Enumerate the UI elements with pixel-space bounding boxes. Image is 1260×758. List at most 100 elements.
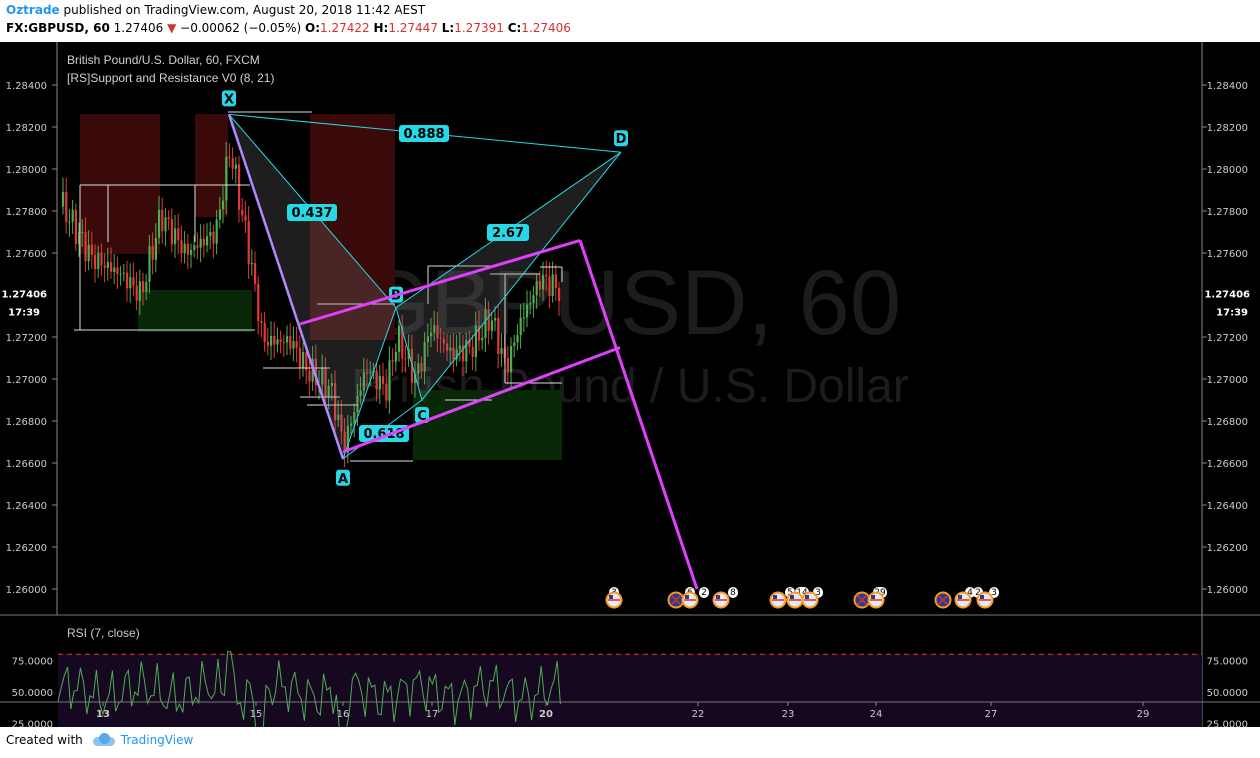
close-label: C: [507, 21, 522, 35]
tradingview-link[interactable]: TradingView [120, 733, 194, 747]
projection-leg [578, 239, 699, 590]
candle-body [490, 320, 493, 331]
candle-body [78, 232, 81, 244]
candle-body [193, 245, 196, 250]
candle-body [266, 341, 269, 346]
candle-body [391, 360, 394, 362]
candle-body [314, 358, 317, 386]
point-marker [336, 469, 350, 486]
candle-body [305, 351, 308, 371]
candle-body [366, 372, 369, 374]
rsi-tick-left: 75.0000 [12, 657, 53, 668]
candle-body [353, 412, 356, 424]
created-with-text: Created with [6, 733, 83, 747]
y-tick-label-right: 1.28400 [1207, 81, 1248, 92]
candle-body [433, 325, 436, 333]
footer: Created with TradingView [6, 733, 193, 747]
candle-body [545, 274, 548, 277]
candle-body [362, 372, 365, 391]
candle-body [244, 215, 247, 221]
event-count-bg [699, 587, 709, 598]
y-tick-label-left: 1.28200 [6, 123, 47, 134]
x-tick-label: 29 [1137, 709, 1150, 720]
flag-stripe [670, 594, 682, 606]
flag-canton [685, 595, 689, 599]
xa-leg [227, 114, 345, 460]
candle-body [116, 267, 119, 275]
flag-stripe [937, 594, 949, 606]
candle-body [218, 209, 221, 220]
time-axis: 13 15 16 17 20 22 23 24 27 29 [0, 701, 1260, 720]
y-tick-label-left: 1.27200 [6, 333, 47, 344]
candle-body [481, 337, 484, 341]
candle-body [417, 363, 420, 374]
candle-body [196, 245, 199, 248]
candle-body [145, 282, 148, 292]
candle-body [324, 367, 327, 398]
candle-body [289, 336, 292, 349]
candle-body [138, 281, 141, 301]
flag-canton [773, 595, 777, 599]
candle-body [234, 164, 237, 169]
candle-body [343, 431, 346, 453]
candle-body [439, 337, 442, 339]
ratio-label: 0.618 [363, 427, 404, 442]
candle-body [186, 243, 189, 255]
candle-body [554, 274, 557, 289]
candle-body [228, 156, 231, 159]
candle-body [430, 332, 433, 337]
candle-body [132, 277, 135, 286]
y-tick-label-left: 1.27600 [6, 249, 47, 260]
y-tick-label-right: 1.27000 [1207, 375, 1248, 386]
ratio-box [359, 425, 409, 442]
candle-body [177, 228, 180, 241]
event-badges[interactable]: 3628514329423 [605, 587, 1000, 609]
x-tick-label: 16 [337, 709, 350, 720]
candle-body [442, 338, 445, 344]
sr-zone [138, 290, 252, 332]
candle-body [180, 240, 183, 254]
y-tick-label-left: 1.26600 [6, 459, 47, 470]
candle-body [471, 346, 474, 357]
symbol-label: FX:GBPUSD, 60 [6, 21, 110, 35]
candle-body [532, 295, 535, 304]
candle-body [209, 231, 212, 237]
author-link[interactable]: Oztrade [6, 3, 60, 17]
point-label-c: C [417, 409, 427, 424]
flag-canton [805, 595, 809, 599]
candle-body [119, 273, 122, 275]
rsi-band [58, 654, 1202, 727]
candle-body [90, 244, 93, 255]
candle-body [74, 209, 77, 244]
candle-body [516, 335, 519, 343]
candle-body [526, 304, 529, 318]
candle-body [327, 385, 330, 398]
candle-body [468, 339, 471, 347]
candle-body [510, 346, 513, 373]
event-count: 14 [796, 588, 808, 598]
price-chart[interactable]: GBPUSD, 60 British Pound / U.S. Dollar X… [0, 42, 1260, 727]
candle-body [129, 277, 132, 289]
candle-body [158, 209, 161, 238]
candle-body [404, 358, 407, 360]
candle-body [94, 254, 97, 270]
event-count: 3 [991, 588, 997, 598]
candle-body [474, 325, 477, 357]
rsi-tick-right: 50.0000 [1207, 688, 1248, 699]
candle-body [295, 341, 298, 348]
y-tick-label-right: 1.28000 [1207, 165, 1248, 176]
candle-body [142, 281, 145, 292]
candle-body [558, 288, 561, 302]
candle-body [122, 272, 125, 274]
event-count: 5 [787, 588, 793, 598]
candle-body [382, 376, 385, 384]
y-tick-label-right: 1.26600 [1207, 459, 1248, 470]
channel-projection[interactable] [299, 238, 699, 590]
candle-body [292, 341, 295, 349]
point-marker [415, 407, 429, 423]
flag-canton [609, 595, 613, 599]
x-tick-label: 23 [782, 709, 795, 720]
candle-body [97, 252, 100, 270]
ratio-label: 0.437 [291, 206, 332, 221]
